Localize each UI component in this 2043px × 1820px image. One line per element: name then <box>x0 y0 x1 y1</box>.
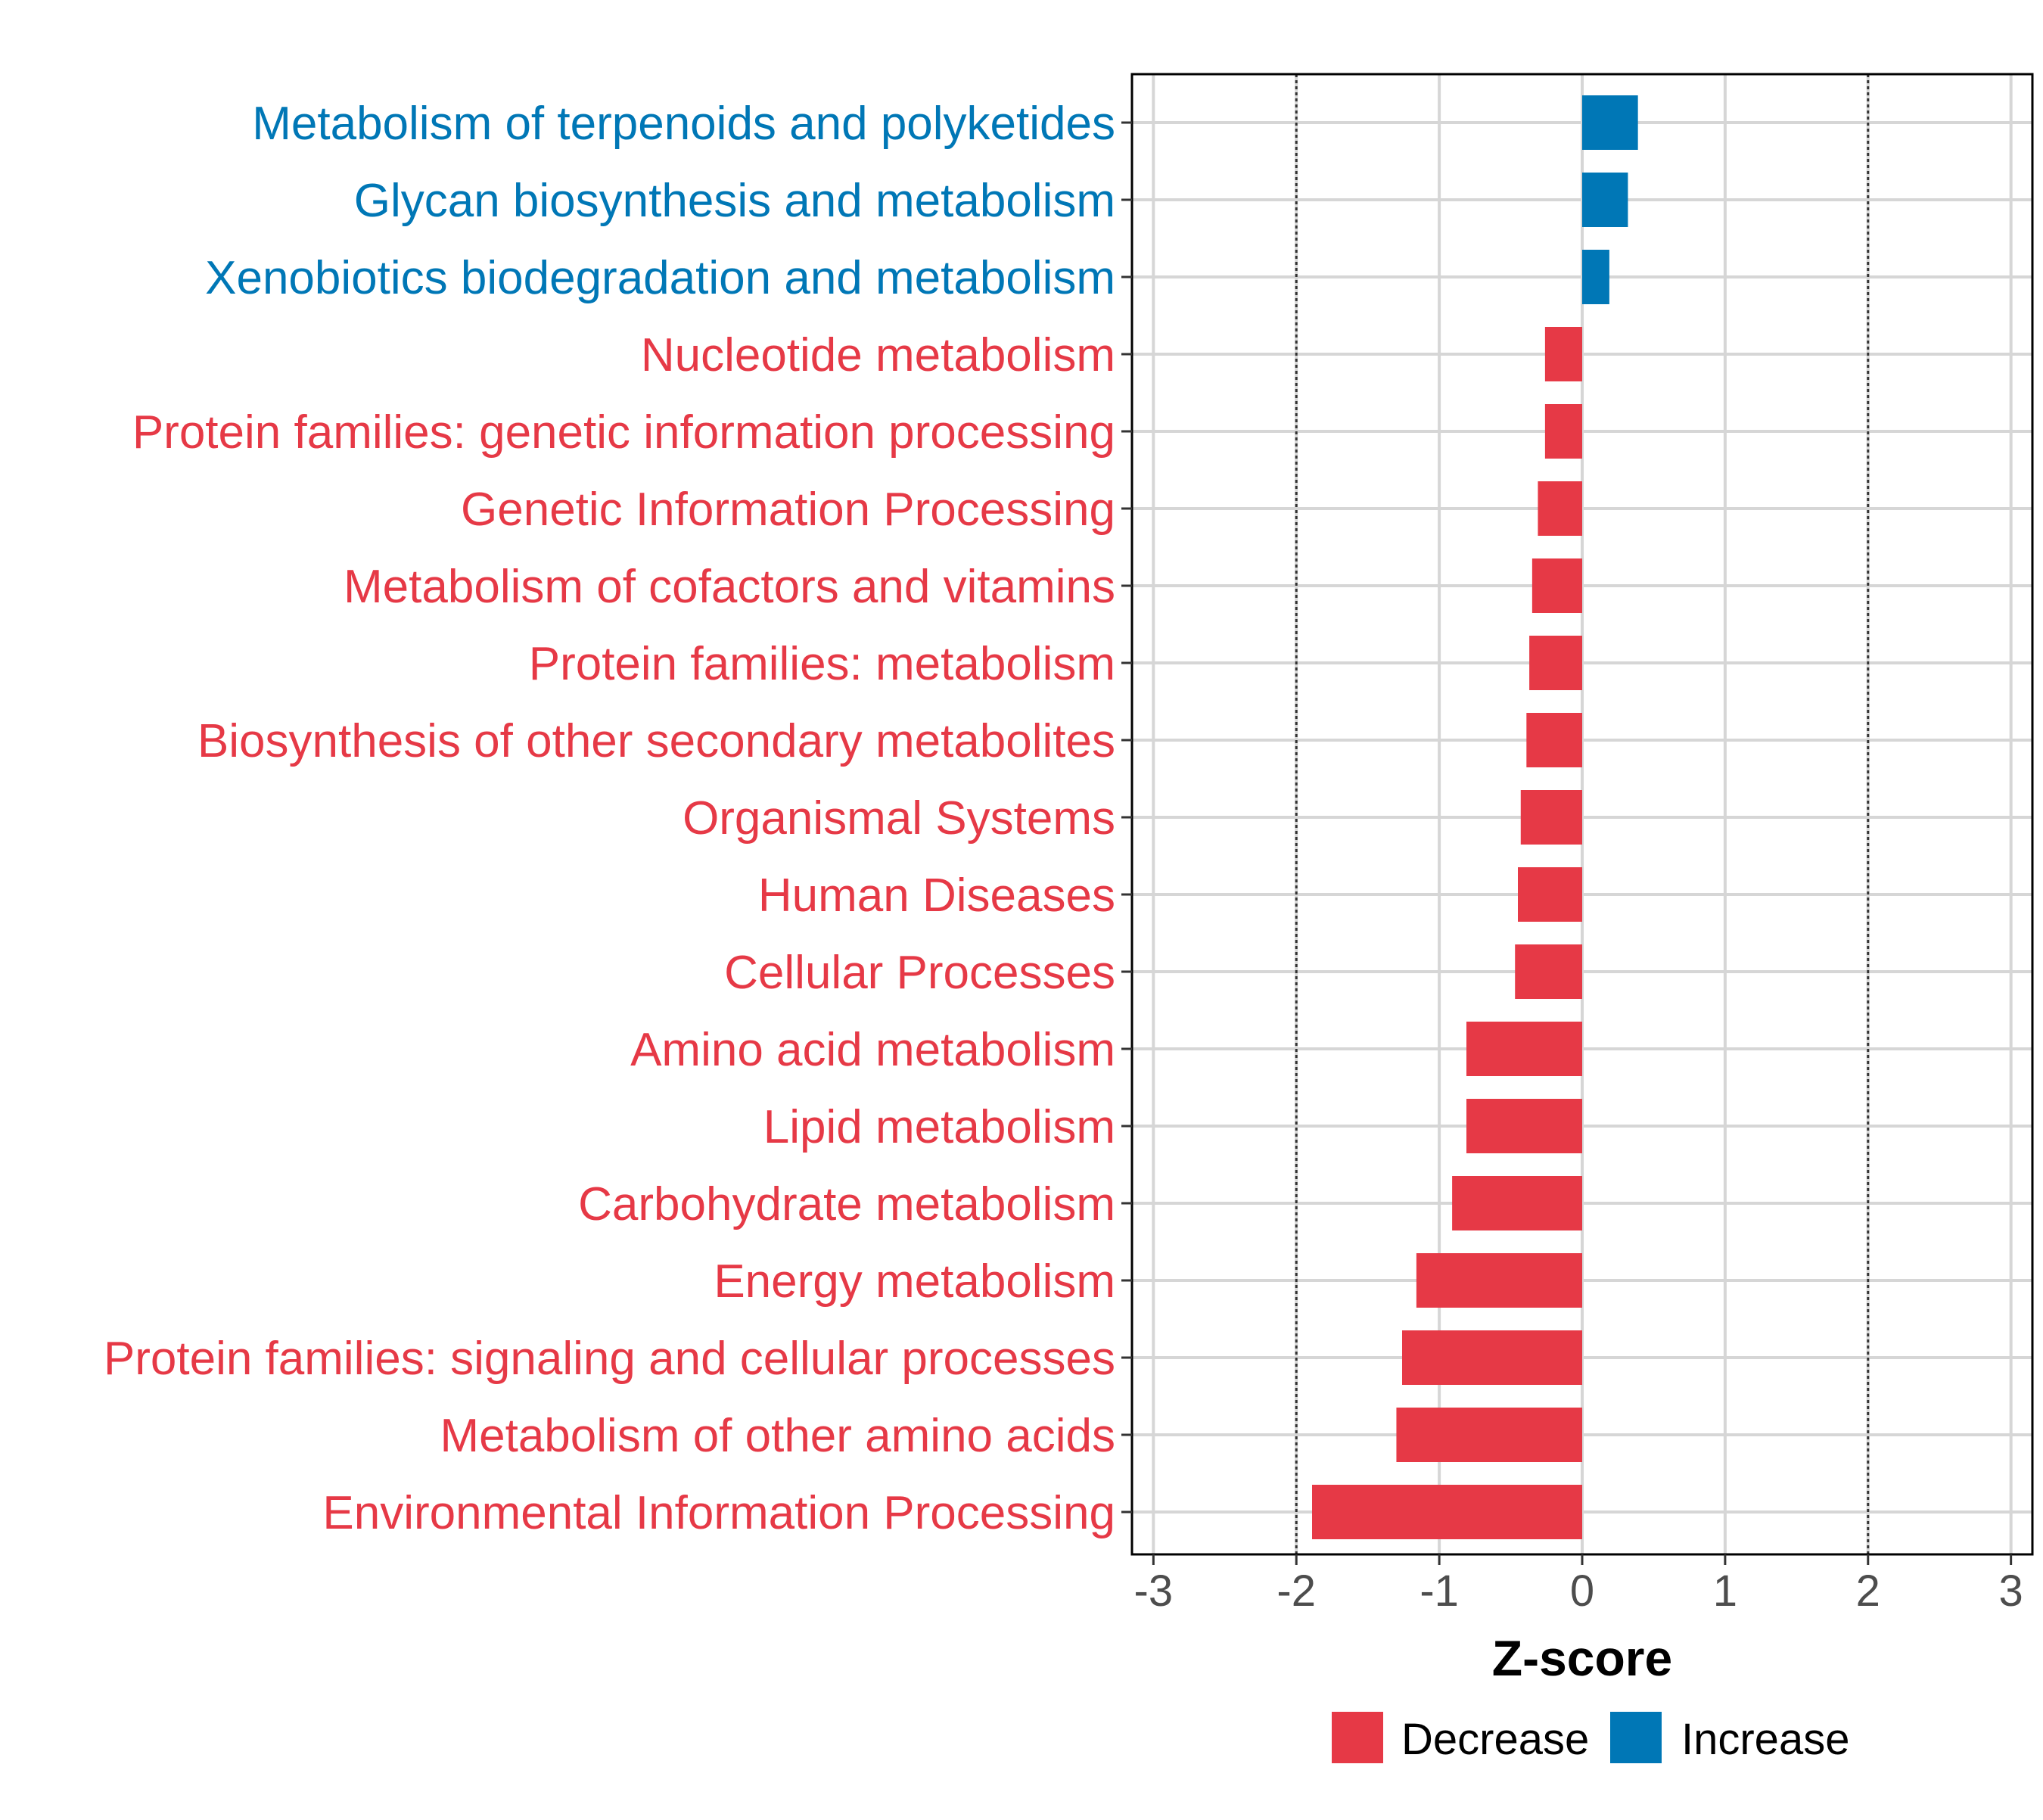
y-tick-label: Glycan biosynthesis and metabolism <box>354 175 1115 227</box>
reference-lines <box>1295 74 1870 1554</box>
bar <box>1526 713 1582 767</box>
bar <box>1416 1253 1582 1308</box>
y-tick-label: Protein families: genetic information pr… <box>132 406 1115 459</box>
x-tick-label: -2 <box>1276 1566 1316 1616</box>
x-tick-label: 2 <box>1856 1566 1880 1616</box>
y-tick-label: Biosynthesis of other secondary metaboli… <box>197 715 1115 767</box>
bar <box>1582 95 1638 150</box>
bar <box>1452 1176 1582 1230</box>
y-tick-label: Protein families: metabolism <box>529 638 1115 690</box>
y-tick-label: Metabolism of other amino acids <box>440 1410 1115 1462</box>
bar <box>1312 1485 1582 1539</box>
x-tick-label: -1 <box>1420 1566 1459 1616</box>
x-axis-title: Z-score <box>1492 1630 1672 1686</box>
bar <box>1582 250 1609 304</box>
bar <box>1529 636 1582 690</box>
y-tick-label: Xenobiotics biodegradation and metabolis… <box>205 252 1115 304</box>
y-axis: Metabolism of terpenoids and polyketides… <box>104 98 1132 1539</box>
y-tick-label: Cellular Processes <box>724 947 1115 999</box>
y-tick-label: Genetic Information Processing <box>461 484 1115 536</box>
legend-label: Decrease <box>1401 1715 1589 1764</box>
bar <box>1538 481 1582 536</box>
bar <box>1544 404 1582 459</box>
bar <box>1396 1408 1582 1462</box>
legend-label: Increase <box>1681 1715 1849 1764</box>
x-tick-label: 0 <box>1570 1566 1594 1616</box>
x-tick-label: 1 <box>1713 1566 1737 1616</box>
x-axis: -3 -2 -1 0 1 2 3 <box>1134 1554 2023 1616</box>
bars <box>1312 95 1638 1539</box>
bar <box>1515 944 1582 999</box>
y-tick-label: Nucleotide metabolism <box>641 329 1115 381</box>
y-tick-label: Metabolism of cofactors and vitamins <box>344 561 1115 613</box>
bar <box>1531 558 1582 613</box>
y-tick-label: Energy metabolism <box>714 1255 1115 1308</box>
x-tick-label: -3 <box>1134 1566 1174 1616</box>
x-tick-label: 3 <box>1999 1566 2023 1616</box>
bar <box>1544 327 1582 381</box>
bar <box>1582 173 1628 227</box>
y-tick-label: Organismal Systems <box>683 792 1115 845</box>
y-tick-label: Metabolism of terpenoids and polyketides <box>252 98 1115 150</box>
y-tick-label: Carbohydrate metabolism <box>578 1178 1115 1230</box>
bar <box>1520 790 1582 845</box>
y-tick-label: Amino acid metabolism <box>630 1024 1115 1076</box>
y-tick-label: Protein families: signaling and cellular… <box>104 1333 1115 1385</box>
legend-swatch <box>1610 1712 1662 1763</box>
legend: Decrease Increase <box>1332 1712 1849 1764</box>
bar <box>1518 867 1582 922</box>
bar <box>1466 1099 1582 1153</box>
bar <box>1402 1330 1582 1385</box>
y-tick-label: Human Diseases <box>758 870 1115 922</box>
y-tick-label: Lipid metabolism <box>763 1101 1115 1153</box>
legend-swatch <box>1332 1712 1383 1763</box>
bar <box>1466 1022 1582 1076</box>
y-tick-label: Environmental Information Processing <box>322 1487 1115 1539</box>
